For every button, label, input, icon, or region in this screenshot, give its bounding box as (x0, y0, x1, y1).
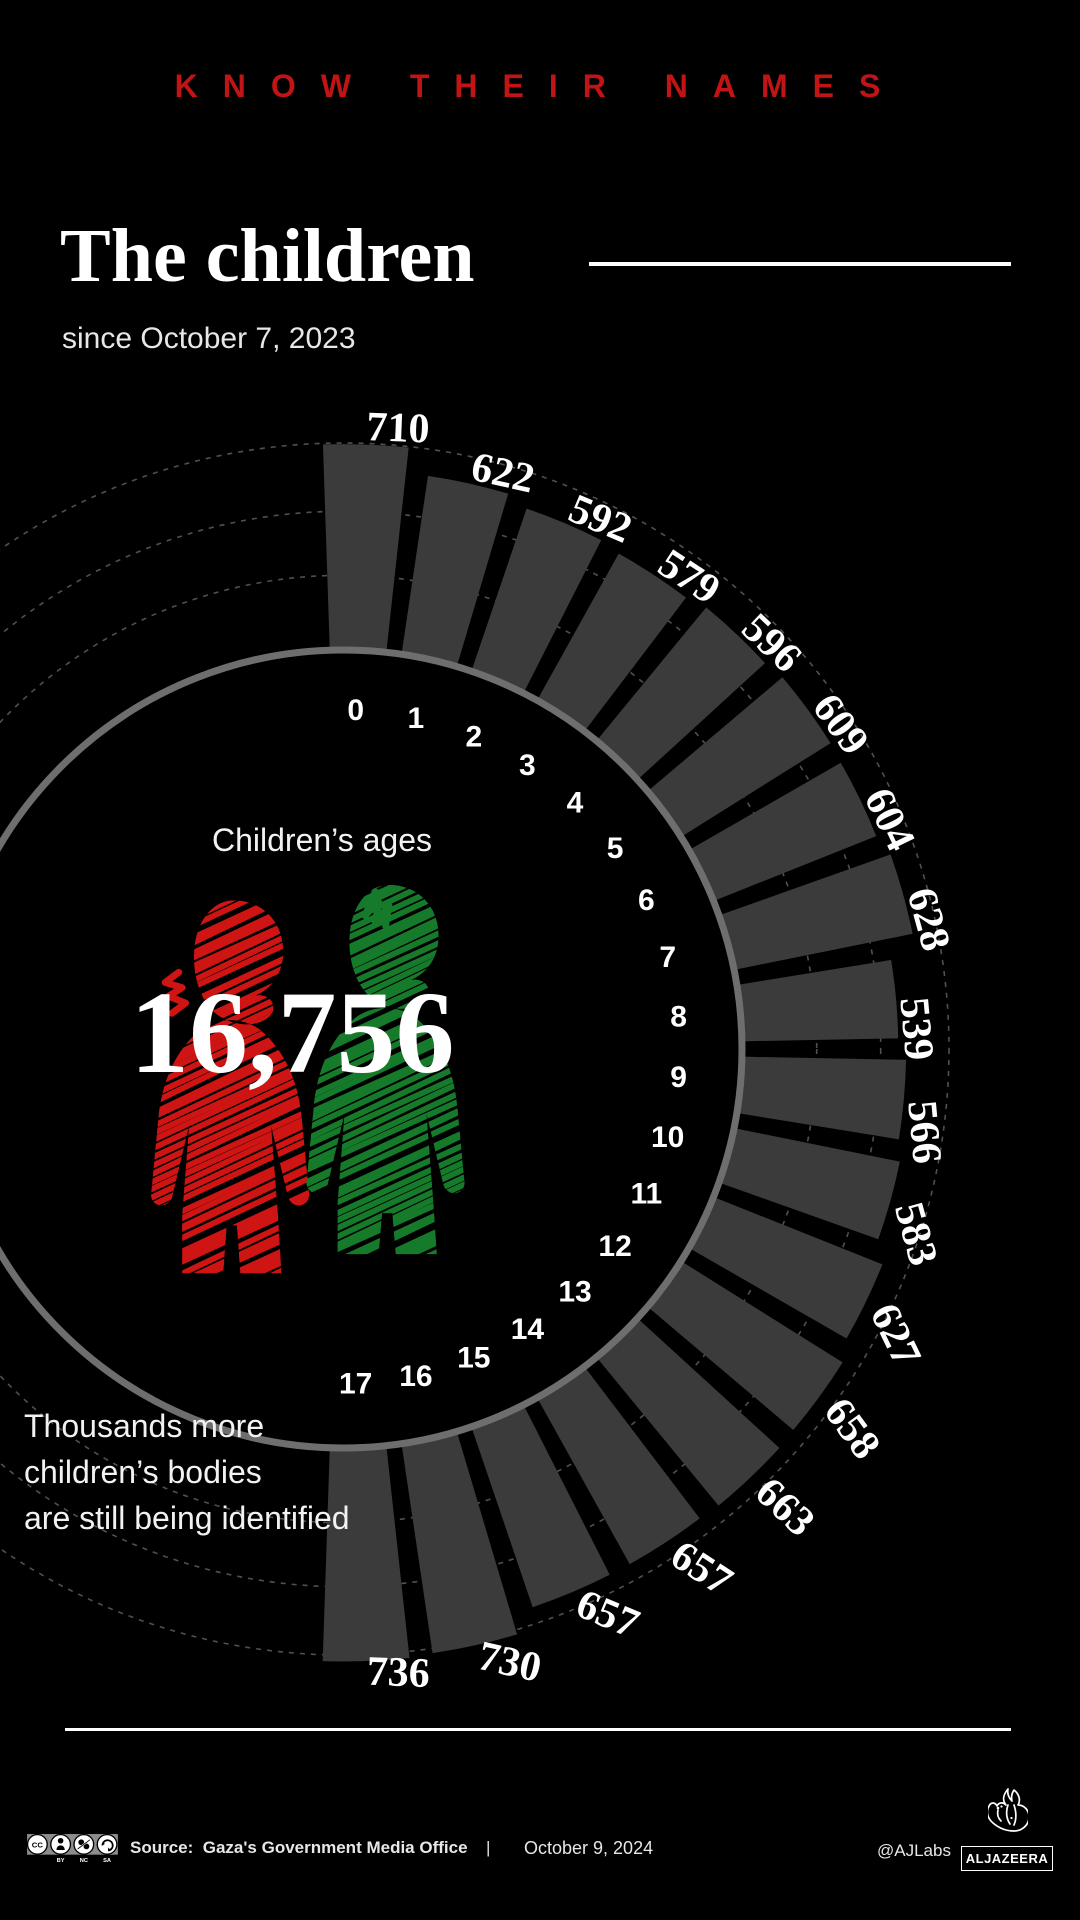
svg-text:SA: SA (103, 1858, 111, 1864)
svg-text:14: 14 (511, 1313, 545, 1346)
svg-text:604: 604 (855, 781, 924, 858)
svg-text:539: 539 (890, 995, 941, 1062)
svg-text:2: 2 (465, 720, 482, 753)
svg-text:4: 4 (567, 786, 584, 819)
svg-text:730: 730 (474, 1633, 545, 1692)
svg-text:0: 0 (347, 694, 364, 727)
svg-text:BY: BY (57, 1858, 65, 1864)
svg-text:657: 657 (662, 1532, 740, 1605)
svg-text:5: 5 (607, 832, 624, 865)
svg-text:12: 12 (598, 1230, 631, 1263)
svg-text:566: 566 (898, 1099, 949, 1166)
svg-text:628: 628 (898, 883, 959, 956)
svg-text:736: 736 (366, 1649, 431, 1697)
svg-text:9: 9 (670, 1061, 687, 1094)
svg-text:658: 658 (815, 1390, 889, 1468)
svg-text:3: 3 (519, 749, 536, 782)
svg-text:663: 663 (746, 1469, 823, 1546)
svg-text:657: 657 (570, 1581, 646, 1648)
svg-text:16: 16 (399, 1360, 432, 1393)
svg-text:6: 6 (638, 884, 655, 917)
svg-text:15: 15 (457, 1342, 490, 1375)
svg-text:CC: CC (32, 1840, 44, 1849)
svg-text:627: 627 (861, 1297, 930, 1374)
svg-text:7: 7 (659, 941, 676, 974)
svg-text:1: 1 (408, 702, 425, 735)
svg-text:710: 710 (366, 404, 431, 452)
svg-text:8: 8 (670, 1001, 687, 1034)
svg-text:13: 13 (558, 1275, 591, 1308)
svg-text:17: 17 (339, 1368, 372, 1401)
svg-text:583: 583 (885, 1198, 946, 1271)
svg-text:10: 10 (651, 1121, 684, 1154)
svg-text:NC: NC (80, 1858, 88, 1864)
svg-text:11: 11 (630, 1178, 662, 1211)
